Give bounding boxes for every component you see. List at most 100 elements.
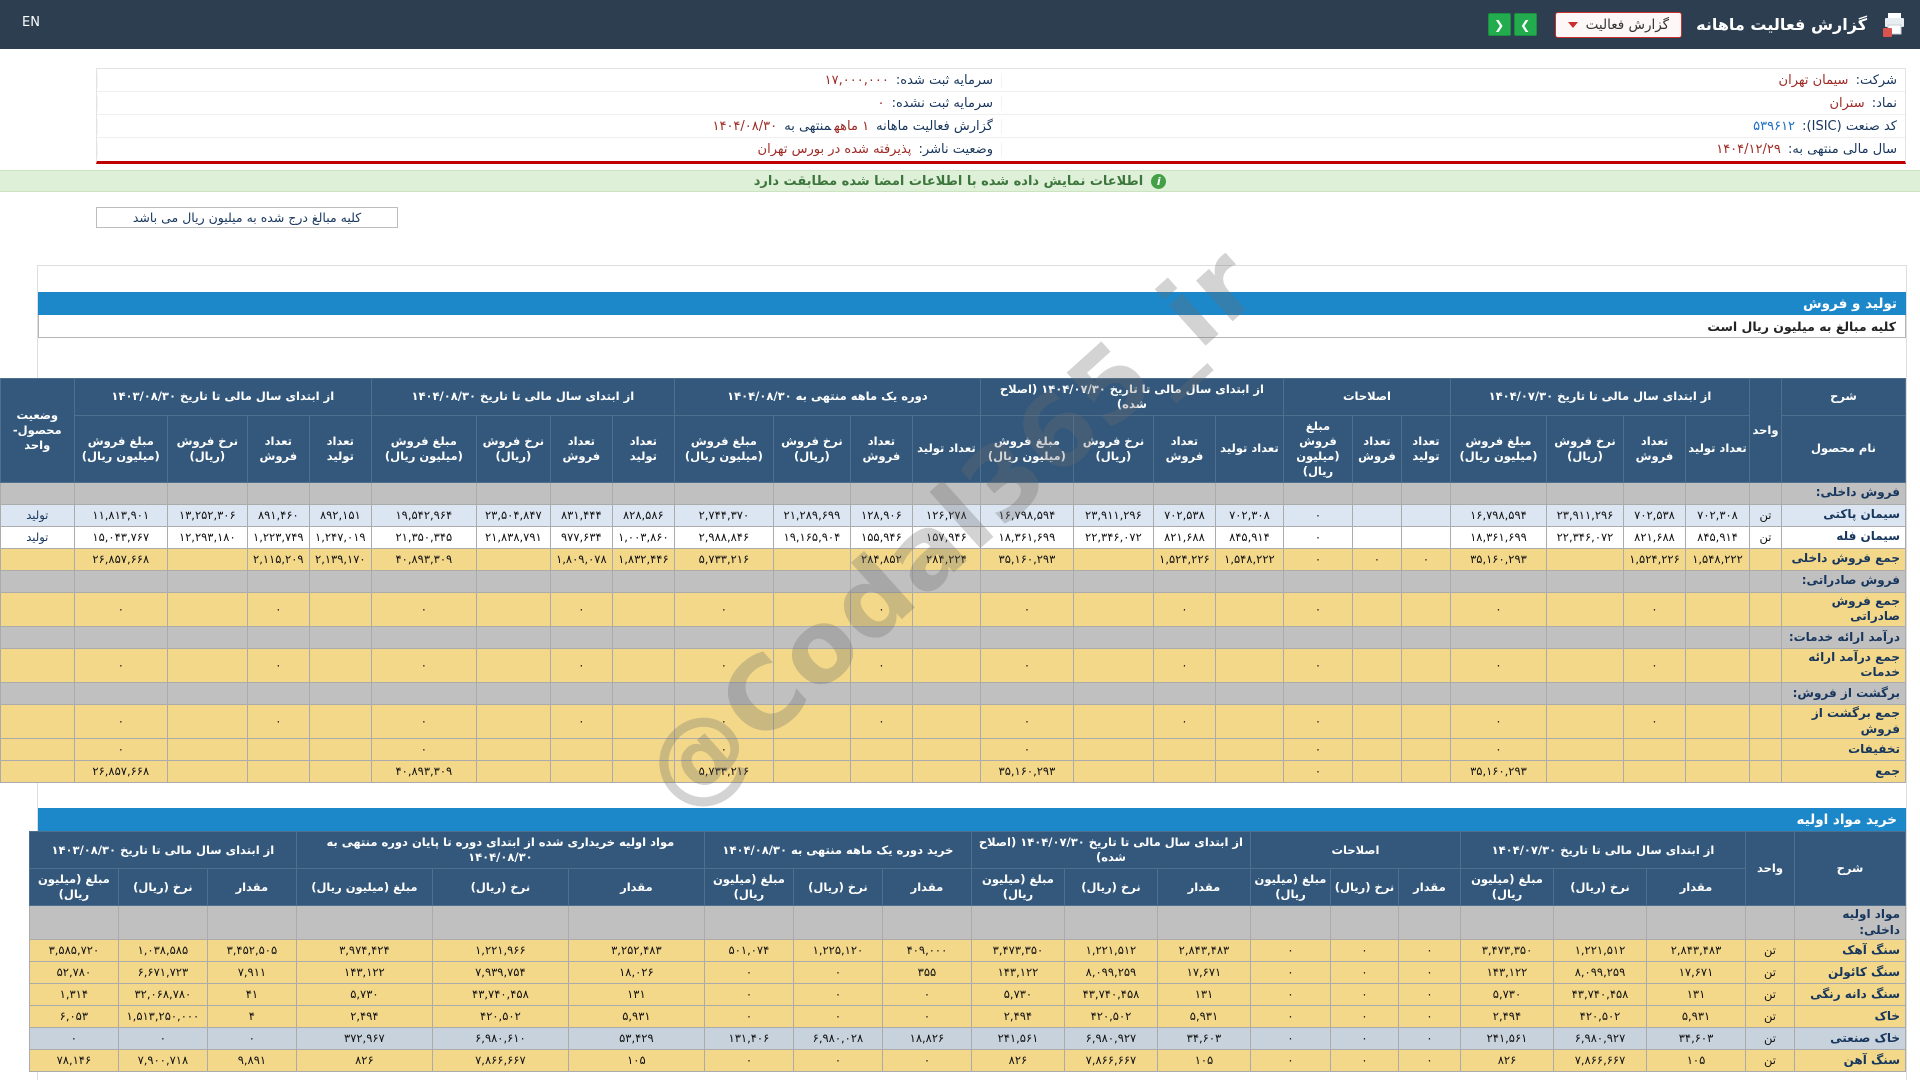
column-header: تعداد فروش: [849, 414, 913, 483]
value-cell: [1623, 481, 1686, 505]
value-cell: [1156, 904, 1251, 941]
status-cell: تولید: [0, 503, 75, 527]
value-cell: ۰: [1329, 1049, 1399, 1073]
value-cell: ۰: [73, 738, 168, 762]
value-cell: [549, 760, 613, 784]
header-unit: واحد: [1745, 831, 1795, 906]
status-cell: [0, 569, 75, 593]
value-cell: ۷,۸۶۶,۶۶۷: [1063, 1049, 1158, 1073]
value-cell: ۱۵۷,۹۴۶: [911, 525, 981, 549]
row-label: فروش صادراتی:: [1781, 569, 1906, 593]
unit-cell: تن: [1745, 1005, 1795, 1029]
value-cell: [849, 760, 913, 784]
column-header: مبلغ (میلیون ریال): [295, 868, 433, 906]
column-header: تعداد فروش: [549, 414, 613, 483]
unit-cell: [1749, 760, 1782, 784]
row-label: جمع فروش صادراتی: [1781, 591, 1906, 627]
value-cell: ۰: [1282, 591, 1353, 627]
value-cell: ۰: [1152, 647, 1216, 684]
row-label: جمع فروش داخلی: [1781, 547, 1906, 571]
value-cell: [1400, 525, 1451, 549]
value-cell: [611, 738, 675, 762]
value-cell: ۰: [1449, 738, 1548, 762]
column-header: نرخ فروش (ریال): [1072, 414, 1154, 483]
column-header: تعداد تولید: [1214, 414, 1284, 483]
value-cell: [1546, 703, 1624, 740]
value-cell: [1685, 647, 1750, 684]
value-cell: ۱۳۱: [1156, 983, 1251, 1007]
top-navbar: گزارش فعالیت ماهانه گزارش فعالیت ❯ ❮ EN: [0, 0, 1920, 49]
value-cell: [772, 703, 851, 740]
previous-report-button[interactable]: ❮: [1487, 13, 1511, 36]
value-cell: ۷۰۲,۵۳۸: [1623, 503, 1686, 527]
value-cell: ۲۶,۸۵۷,۶۶۸: [73, 760, 168, 784]
value-cell: [1553, 904, 1647, 941]
value-cell: ۰: [979, 591, 1074, 627]
column-header: تعداد تولید: [611, 414, 675, 483]
value-cell: [1072, 703, 1154, 740]
table-row: جمع فروش داخلی ۱,۵۴۸,۲۲۲ ۱,۵۲۴,۲۲۶ ۳۵,۱۶۰,۲…: [0, 547, 1906, 571]
value-cell: [166, 760, 248, 784]
value-cell: ۵,۹۳۱: [567, 1005, 705, 1029]
page-title: گزارش فعالیت ماهانه: [1696, 15, 1867, 34]
value-cell: [911, 738, 981, 762]
column-header: مقدار: [1397, 868, 1461, 906]
row-label: سنگ آهن: [1794, 1049, 1906, 1073]
value-cell: [1214, 625, 1284, 649]
value-cell: ۱,۵۲۴,۲۲۶: [1152, 547, 1216, 571]
print-report-icon[interactable]: [1881, 12, 1908, 38]
value-cell: [1623, 760, 1686, 784]
amounts-note-box: کلیه مبالغ درج شده به میلیون ریال می باش…: [96, 207, 398, 228]
column-header: نرخ فروش (ریال): [475, 414, 551, 483]
value-cell: ۲,۸۴۳,۴۸۳: [1646, 939, 1746, 963]
value-cell: ۲۸۴,۲۲۴: [911, 547, 981, 571]
value-cell: ۱۰۵: [567, 1049, 705, 1073]
group-header: از ابتدای سال مالی تا تاریخ ۱۴۰۴/۰۷/۳۰: [1449, 378, 1751, 416]
value-cell: ۰: [792, 1005, 883, 1029]
next-report-button[interactable]: ❯: [1513, 13, 1537, 36]
value-cell: [166, 625, 248, 649]
section-row: درآمد ارائه خدمات:: [0, 625, 1906, 649]
value-cell: ۶,۹۸۰,۶۱۰: [431, 1027, 569, 1051]
column-header: تعداد فروش: [1152, 414, 1216, 483]
value-cell: [849, 625, 913, 649]
value-cell: ۴۲۰,۵۰۲: [1063, 1005, 1158, 1029]
report-type-dropdown[interactable]: گزارش فعالیت: [1554, 11, 1683, 38]
value-cell: [911, 760, 981, 784]
value-cell: [475, 703, 551, 740]
value-cell: [308, 591, 372, 627]
value-cell: ۸۲۱,۶۸۸: [1623, 525, 1686, 549]
value-cell: ۱۳۱: [1646, 983, 1746, 1007]
status-cell: [0, 760, 75, 784]
unit-cell: [1749, 682, 1782, 705]
value-cell: ۲,۸۴۳,۴۸۳: [1156, 939, 1251, 963]
column-header: مبلغ فروش (میلیون ریال): [673, 414, 774, 483]
row-label: برگشت از فروش:: [1781, 682, 1906, 705]
value-cell: [28, 904, 119, 941]
status-cell: [0, 481, 75, 505]
value-cell: ۵۲,۷۸۰: [28, 961, 119, 985]
value-cell: ۱۲۸,۹۰۶: [849, 503, 913, 527]
value-cell: ۰: [370, 591, 477, 627]
section-row: فروش صادراتی:: [0, 569, 1906, 593]
value-cell: [308, 481, 372, 505]
table-row: سیمان پاکتی تن ۷۰۲,۳۰۸ ۷۰۲,۵۳۸ ۲۳,۹۱۱,۲۹۶ ۱۶,…: [0, 503, 1906, 527]
value-cell: ۸۴۵,۹۱۴: [1685, 525, 1750, 549]
value-cell: ۸۲۶: [295, 1049, 433, 1073]
value-cell: ۵,۷۳۰: [295, 983, 433, 1007]
value-cell: [772, 760, 851, 784]
value-cell: [1623, 682, 1686, 705]
group-header: از ابتدای سال مالی تا تاریخ ۱۴۰۳/۰۸/۳۰: [73, 378, 372, 416]
row-label: سنگ کائولن: [1794, 961, 1906, 985]
value-cell: ۲۱,۳۵۰,۳۴۵: [370, 525, 477, 549]
column-header: مبلغ فروش (میلیون ریال): [370, 414, 477, 483]
value-cell: [166, 481, 248, 505]
value-cell: ۲,۹۸۸,۸۴۶: [673, 525, 774, 549]
materials-section-title: خرید مواد اولیه: [1796, 811, 1897, 828]
value-cell: ۰: [1623, 591, 1686, 627]
value-cell: ۰: [1282, 760, 1353, 784]
row-label: خاک: [1794, 1005, 1906, 1029]
value-cell: ۲۶,۸۵۷,۶۶۸: [73, 547, 168, 571]
language-switch-en[interactable]: EN: [22, 15, 40, 30]
info-value: ۱۷,۰۰۰,۰۰۰: [824, 72, 889, 88]
